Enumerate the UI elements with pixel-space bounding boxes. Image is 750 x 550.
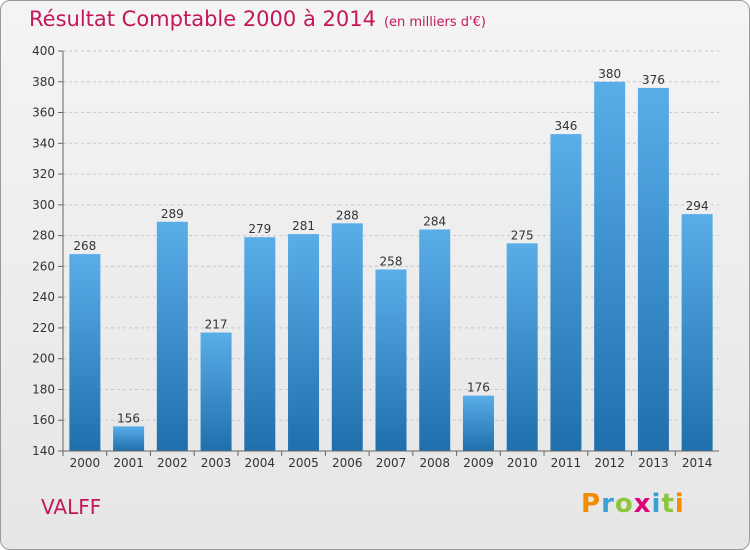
bar-2012 [594, 81, 626, 452]
value-label-2002: 289 [161, 207, 184, 221]
y-tick-label: 180 [32, 382, 55, 396]
bar-2006 [331, 223, 363, 451]
value-label-2004: 279 [248, 222, 271, 236]
bar-2010 [506, 243, 538, 451]
y-tick-label: 380 [32, 75, 55, 89]
axes: 140 160 180 200 220 240 260 280 300 320 340 360 380 4… [32, 44, 719, 470]
y-tick-label: 240 [32, 290, 55, 304]
bar-2007 [375, 269, 407, 451]
value-label-2009: 176 [467, 381, 490, 395]
x-tick-label-2004: 2004 [245, 456, 276, 470]
value-label-2007: 258 [380, 254, 403, 268]
value-label-2012: 380 [598, 67, 621, 81]
x-tick-label-2006: 2006 [332, 456, 363, 470]
logo-letter: P [581, 489, 602, 519]
x-tick-label-2001: 2001 [113, 456, 144, 470]
x-tick-label-2000: 2000 [70, 456, 101, 470]
value-label-2013: 376 [642, 73, 665, 87]
bar-2014 [681, 214, 713, 451]
x-tick-label-2014: 2014 [682, 456, 713, 470]
proxiti-logo: Proxiti [581, 489, 685, 519]
logo-letter: o [614, 489, 634, 519]
y-tick-label: 260 [32, 259, 55, 273]
bar-2009 [462, 395, 494, 451]
y-tick-label: 360 [32, 106, 55, 120]
x-tick-label-2011: 2011 [551, 456, 582, 470]
commune-name: VALFF [41, 495, 102, 519]
value-label-2010: 275 [511, 228, 534, 242]
bar-2002 [156, 221, 188, 451]
bar-2013 [637, 87, 669, 451]
y-tick-label: 160 [32, 413, 55, 427]
y-tick-label: 200 [32, 352, 55, 366]
bar-2008 [419, 229, 451, 451]
y-tick-label: 400 [32, 44, 55, 58]
bar-2001 [113, 426, 145, 451]
logo-letter: x [633, 489, 652, 519]
value-label-2000: 268 [73, 239, 96, 253]
title-text: Résultat Comptable 2000 à 2014 [29, 7, 376, 31]
y-tick-label: 140 [32, 444, 55, 458]
x-tick-label-2003: 2003 [201, 456, 232, 470]
chart-title: Résultat Comptable 2000 à 2014 (en millie… [29, 7, 486, 31]
x-tick-label-2013: 2013 [638, 456, 669, 470]
x-tick-label-2009: 2009 [463, 456, 494, 470]
y-tick-label: 300 [32, 198, 55, 212]
value-label-2008: 284 [423, 214, 446, 228]
y-tick-label: 280 [32, 229, 55, 243]
value-label-2006: 288 [336, 208, 359, 222]
logo-letter: i [674, 489, 685, 519]
bar-2011 [550, 134, 582, 452]
y-tick-label: 320 [32, 167, 55, 181]
x-tick-label-2002: 2002 [157, 456, 188, 470]
x-tick-label-2012: 2012 [594, 456, 625, 470]
bar-2000 [69, 254, 101, 451]
value-label-2014: 294 [686, 199, 709, 213]
value-label-2001: 156 [117, 411, 140, 425]
x-tick-label-2008: 2008 [419, 456, 450, 470]
value-label-2011: 346 [554, 119, 577, 133]
logo-letter: i [651, 489, 662, 519]
chart-subtitle: (en milliers d'€) [383, 15, 486, 30]
x-tick-label-2007: 2007 [376, 456, 407, 470]
bar-2005 [288, 234, 320, 451]
y-tick-label: 220 [32, 321, 55, 335]
value-label-2005: 281 [292, 219, 315, 233]
x-tick-label-2005: 2005 [288, 456, 319, 470]
bar-2003 [200, 332, 232, 451]
bars: 268 156 289 217 279 281 288 258 284 176 275 346 380 3… [69, 67, 713, 452]
y-tick-label: 340 [32, 136, 55, 150]
value-label-2003: 217 [205, 318, 228, 332]
bar-2004 [244, 237, 276, 451]
x-tick-label-2010: 2010 [507, 456, 538, 470]
logo-letter: t [661, 489, 675, 519]
logo-letter: r [601, 489, 615, 519]
